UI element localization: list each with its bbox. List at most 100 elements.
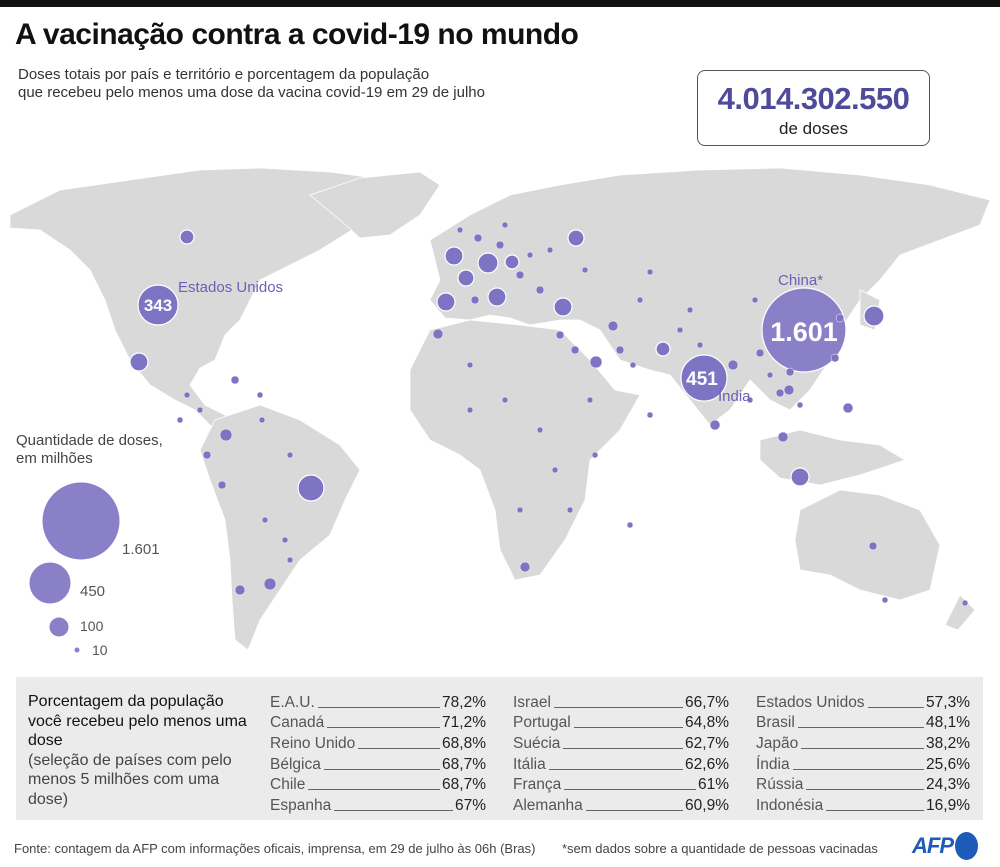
dose-bubble [830, 353, 840, 363]
dose-bubble [727, 359, 739, 371]
table-column-2: Israel 66,7% Portugal 64,8% Suécia 62,7% Itáli… [513, 691, 729, 816]
south-america [199, 404, 361, 651]
country-name: Brasil [756, 714, 798, 733]
dose-bubble [477, 252, 499, 274]
dose-bubble [256, 391, 264, 399]
dose-bubble [501, 221, 509, 229]
percentage-value: 38,2% [926, 735, 970, 753]
table-row: Portugal 64,8% [513, 712, 729, 733]
label-country-china: China* [778, 272, 823, 289]
africa [409, 319, 641, 581]
percentage-value: 62,7% [685, 735, 729, 753]
country-name: Estados Unidos [756, 693, 868, 712]
dose-bubble [263, 577, 277, 591]
dose-bubble [495, 240, 505, 250]
legend-title-line: Quantidade de doses, [16, 432, 163, 449]
top-bar [0, 0, 1000, 7]
leader-line [548, 768, 684, 770]
dose-bubble [790, 467, 810, 487]
country-name: Reino Unido [270, 735, 359, 754]
legend-label-100: 100 [80, 618, 104, 634]
label-country-us: Estados Unidos [178, 279, 283, 296]
country-name: E.A.U. [270, 693, 318, 712]
dose-bubble [297, 474, 325, 502]
dose-bubble [961, 599, 969, 607]
dose-bubble [835, 313, 845, 323]
dose-bubble [286, 451, 294, 459]
percentage-value: 68,7% [442, 776, 486, 794]
country-name: Israel [513, 693, 554, 712]
leader-line [792, 768, 925, 770]
dose-bubble [686, 306, 694, 314]
legend-title-line: em milhões [16, 450, 93, 467]
table-row: E.A.U. 78,2% [270, 691, 486, 712]
country-name: Chile [270, 776, 309, 795]
dose-bubble [863, 305, 885, 327]
panel-title-text: Porcentagem da população você recebeu pe… [28, 693, 247, 749]
percentage-value: 64,8% [685, 714, 729, 732]
percentage-value: 78,2% [442, 693, 486, 711]
table-row: Estados Unidos 57,3% [756, 691, 970, 712]
country-name: França [513, 776, 565, 795]
dose-bubble-china [761, 287, 847, 373]
percentage-value: 68,8% [442, 735, 486, 753]
dose-bubble-us [137, 284, 179, 326]
dose-bubble [746, 396, 754, 404]
dose-bubble [176, 416, 184, 424]
legend-circle-10 [73, 646, 81, 654]
table-row: Israel 66,7% [513, 691, 729, 712]
country-name: Espanha [270, 797, 335, 816]
dose-bubble [785, 367, 795, 377]
percentage-value: 71,2% [442, 714, 486, 732]
dose-bubble [219, 428, 233, 442]
table-column-3: Estados Unidos 57,3% Brasil 48,1% Japão 38,2%… [756, 691, 970, 816]
dose-bubble [775, 388, 785, 398]
dose-bubble [515, 270, 525, 280]
dose-bubble [567, 229, 585, 247]
greenland [309, 171, 441, 239]
legend-circle-1601 [41, 481, 121, 561]
dose-bubble [504, 254, 520, 270]
dose-bubble [473, 233, 483, 243]
dose-bubble [456, 226, 464, 234]
legend-circle-450 [28, 561, 72, 605]
afp-logo: AFP [912, 832, 978, 860]
legend-label-1601: 1.601 [122, 541, 160, 558]
percentage-value: 57,3% [926, 693, 970, 711]
leader-line [573, 727, 684, 729]
label-doses-china: 1.601 [770, 317, 838, 347]
table-row: Brasil 48,1% [756, 712, 970, 733]
dose-bubble [281, 536, 289, 544]
leader-line [563, 748, 684, 750]
source-note: Fonte: contagem da AFP com informações o… [14, 841, 536, 856]
dose-bubble [535, 285, 545, 295]
percentage-value: 61% [697, 776, 729, 794]
dose-bubble [655, 341, 671, 357]
dose-bubble [234, 584, 246, 596]
dose-bubble [555, 330, 565, 340]
world-map: Estados Unidos 343 China* 1.601 Índia 45… [9, 167, 991, 654]
country-name: Portugal [513, 714, 574, 733]
dose-bubble [751, 296, 759, 304]
percentage-value: 66,7% [685, 693, 729, 711]
dose-bubble [581, 266, 589, 274]
footnote: *sem dados sobre a quantidade de pessoas… [562, 841, 878, 856]
leader-line [806, 789, 925, 791]
leader-line [826, 810, 925, 812]
total-doses-box: 4.014.302.550 de doses [697, 70, 930, 146]
table-row: Japão 38,2% [756, 732, 970, 754]
total-doses-label: de doses [779, 119, 848, 138]
dose-bubble [258, 416, 266, 424]
dose-bubble [261, 516, 269, 524]
dose-bubble [487, 287, 507, 307]
dose-bubble [570, 345, 580, 355]
dose-bubble [286, 556, 294, 564]
dose-bubble [755, 348, 765, 358]
dose-bubble [796, 401, 804, 409]
leader-line [317, 706, 441, 708]
dose-bubble [526, 251, 534, 259]
dose-bubble-india [680, 354, 728, 402]
dose-bubble [202, 450, 212, 460]
panel-title: Porcentagem da população você recebeu pe… [28, 692, 258, 809]
dose-bubbles [129, 221, 969, 607]
